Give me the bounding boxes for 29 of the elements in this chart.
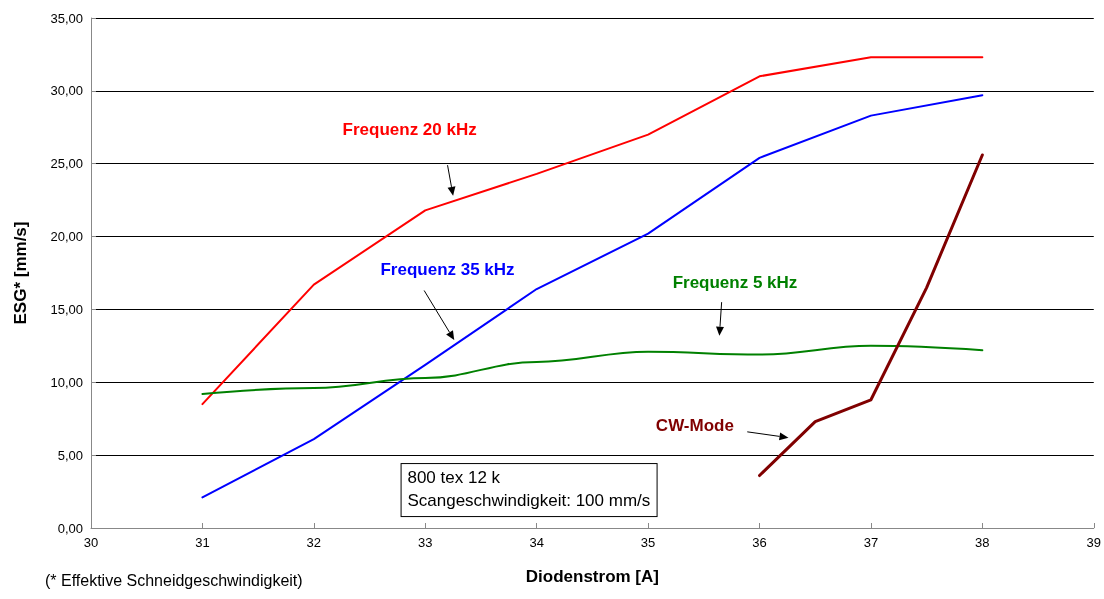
x-tick-label: 30 [83,535,99,550]
y-tick-label: 30,00 [50,83,83,99]
line-series [201,56,984,406]
series-label: Frequenz 35 kHz [380,260,515,281]
annotation: Scangeschwindigkeit: 100 mm/s [407,490,651,513]
x-tick-label: 38 [975,535,990,550]
x-tick-label: 39 [1086,535,1101,550]
line-series [201,344,984,395]
x-tick-label: 32 [306,535,322,550]
x-tick-label: 37 [863,535,879,550]
annotation: 800 tex 12 k [407,467,502,490]
y-tick-label: 20,00 [50,229,83,245]
x-tick-label: 34 [529,535,544,550]
y-axis-title: ESG* [mm/s] [11,221,30,325]
y-tick-label: 15,00 [50,301,83,317]
text: CW-Mode [655,416,734,436]
y-tick-label: 10,00 [50,374,83,390]
y-tick-label: 25,00 [50,156,83,172]
x-tick-label: 31 [195,535,210,550]
text: Frequenz 5 kHz [672,273,798,294]
x-tick-label: 35 [640,535,656,550]
x-tick-label: 36 [752,535,767,550]
y-tick-label: 35,00 [50,10,83,26]
text: (* Effektive Schneidgeschwindigkeit) [45,572,303,590]
y-tick-label: 0,00 [57,520,83,536]
y-tick-label: 5,00 [57,447,83,463]
text: Frequenz 20 kHz [342,120,477,141]
x-axis-title: Diodenstrom [A] [525,567,659,586]
x-tick-label: 33 [418,535,433,550]
